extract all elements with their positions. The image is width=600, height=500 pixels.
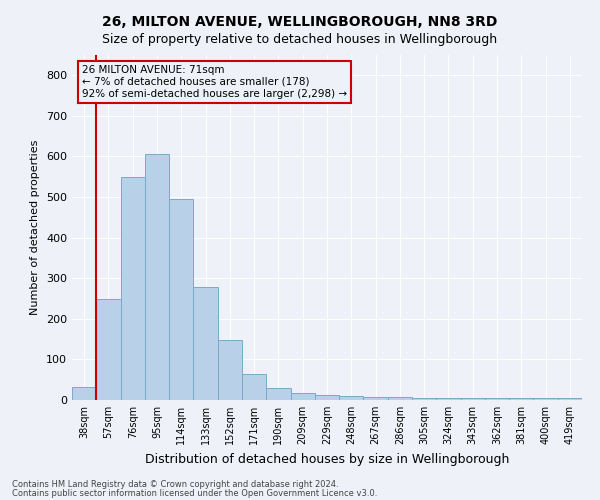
Bar <box>121 177 145 400</box>
Text: Contains public sector information licensed under the Open Government Licence v3: Contains public sector information licen… <box>12 488 377 498</box>
X-axis label: Distribution of detached houses by size in Wellingborough: Distribution of detached houses by size … <box>145 452 509 466</box>
Bar <box>485 398 509 400</box>
Bar <box>242 374 266 400</box>
Bar <box>218 340 242 400</box>
Bar <box>509 398 533 400</box>
Bar <box>461 398 485 400</box>
Bar <box>364 397 388 400</box>
Bar <box>266 388 290 400</box>
Bar <box>96 300 121 400</box>
Bar <box>145 154 169 400</box>
Bar <box>339 396 364 400</box>
Bar <box>558 398 582 400</box>
Y-axis label: Number of detached properties: Number of detached properties <box>31 140 40 315</box>
Bar <box>412 398 436 400</box>
Text: 26 MILTON AVENUE: 71sqm
← 7% of detached houses are smaller (178)
92% of semi-de: 26 MILTON AVENUE: 71sqm ← 7% of detached… <box>82 66 347 98</box>
Text: Contains HM Land Registry data © Crown copyright and database right 2024.: Contains HM Land Registry data © Crown c… <box>12 480 338 489</box>
Bar <box>533 398 558 400</box>
Bar <box>193 287 218 400</box>
Bar <box>290 392 315 400</box>
Text: Size of property relative to detached houses in Wellingborough: Size of property relative to detached ho… <box>103 32 497 46</box>
Text: 26, MILTON AVENUE, WELLINGBOROUGH, NN8 3RD: 26, MILTON AVENUE, WELLINGBOROUGH, NN8 3… <box>103 15 497 29</box>
Bar <box>388 397 412 400</box>
Bar <box>436 398 461 400</box>
Bar <box>315 395 339 400</box>
Bar <box>169 199 193 400</box>
Bar <box>72 387 96 400</box>
